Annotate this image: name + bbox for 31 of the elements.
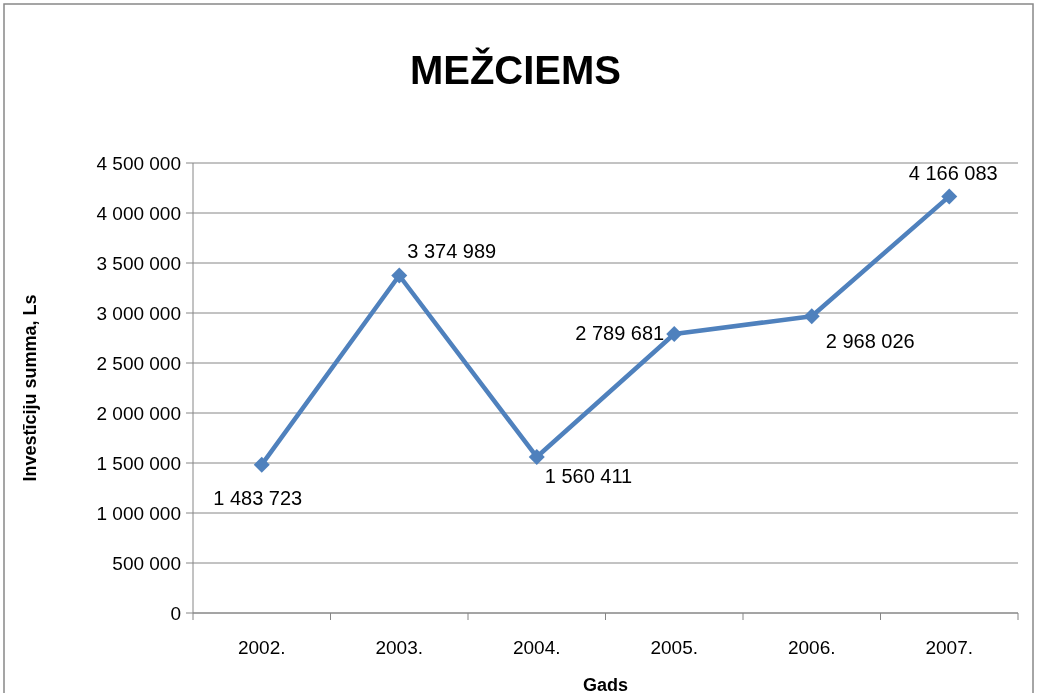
x-axis-title: Gads	[582, 675, 629, 693]
x-tick-label: 2002.	[237, 637, 286, 658]
x-tick-label: 2006.	[787, 637, 836, 658]
y-tick-label: 2 500 000	[96, 353, 181, 374]
data-label: 1 560 411	[544, 464, 633, 487]
point	[803, 308, 820, 325]
y-tick-label: 4 500 000	[96, 153, 181, 174]
point	[666, 326, 683, 343]
y-tick-label: 3 000 000	[96, 303, 181, 324]
data-label: 2 968 026	[825, 330, 915, 353]
y-tick-label: 1 000 000	[96, 503, 181, 524]
point	[253, 456, 270, 473]
point	[391, 267, 408, 284]
point	[528, 448, 545, 465]
y-tick-label: 2 000 000	[96, 403, 181, 424]
y-tick-label: 500 000	[112, 553, 181, 574]
y-tick-label: 4 000 000	[96, 203, 181, 224]
y-tick-label: 1 500 000	[96, 453, 181, 474]
x-tick-label: 2007.	[925, 637, 974, 658]
data-label: 3 374 989	[407, 239, 497, 262]
y-axis-title: Investīciju summa, Ls	[20, 294, 40, 482]
data-label: 4 166 083	[908, 162, 998, 185]
y-tick-label: 0	[170, 603, 181, 624]
x-tick-label: 2004.	[512, 637, 561, 658]
point	[941, 188, 958, 205]
y-tick-label: 3 500 000	[96, 253, 181, 274]
chart-title: MEŽCIEMS	[409, 47, 622, 92]
data-label: 1 483 723	[213, 486, 303, 509]
x-tick-label: 2005.	[650, 637, 699, 658]
data-label: 2 789 681	[575, 322, 665, 345]
x-tick-label: 2003.	[375, 637, 424, 658]
